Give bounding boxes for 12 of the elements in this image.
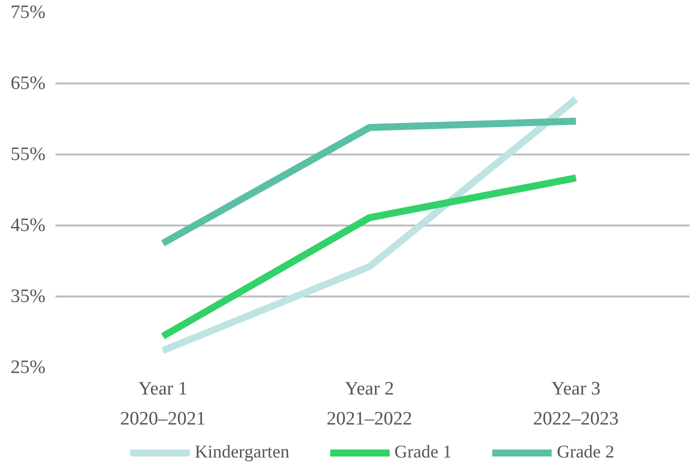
- legend-label: Kindergarten: [194, 442, 290, 462]
- category-label: Year 2 2021–2022: [326, 378, 412, 430]
- y-tick-label: 55%: [10, 144, 46, 165]
- y-tick-label: 25%: [10, 357, 46, 378]
- y-tick-label: 35%: [10, 286, 46, 307]
- y-tick-label: 45%: [10, 215, 46, 236]
- legend-label: Grade 2: [556, 442, 614, 462]
- legend-label: Grade 1: [394, 442, 452, 462]
- y-tick-label: 65%: [10, 73, 46, 94]
- category-label: Year 3 2022–2023: [533, 378, 619, 430]
- category-label: Year 1 2020–2021: [120, 378, 206, 430]
- y-tick-label: 75%: [10, 2, 46, 23]
